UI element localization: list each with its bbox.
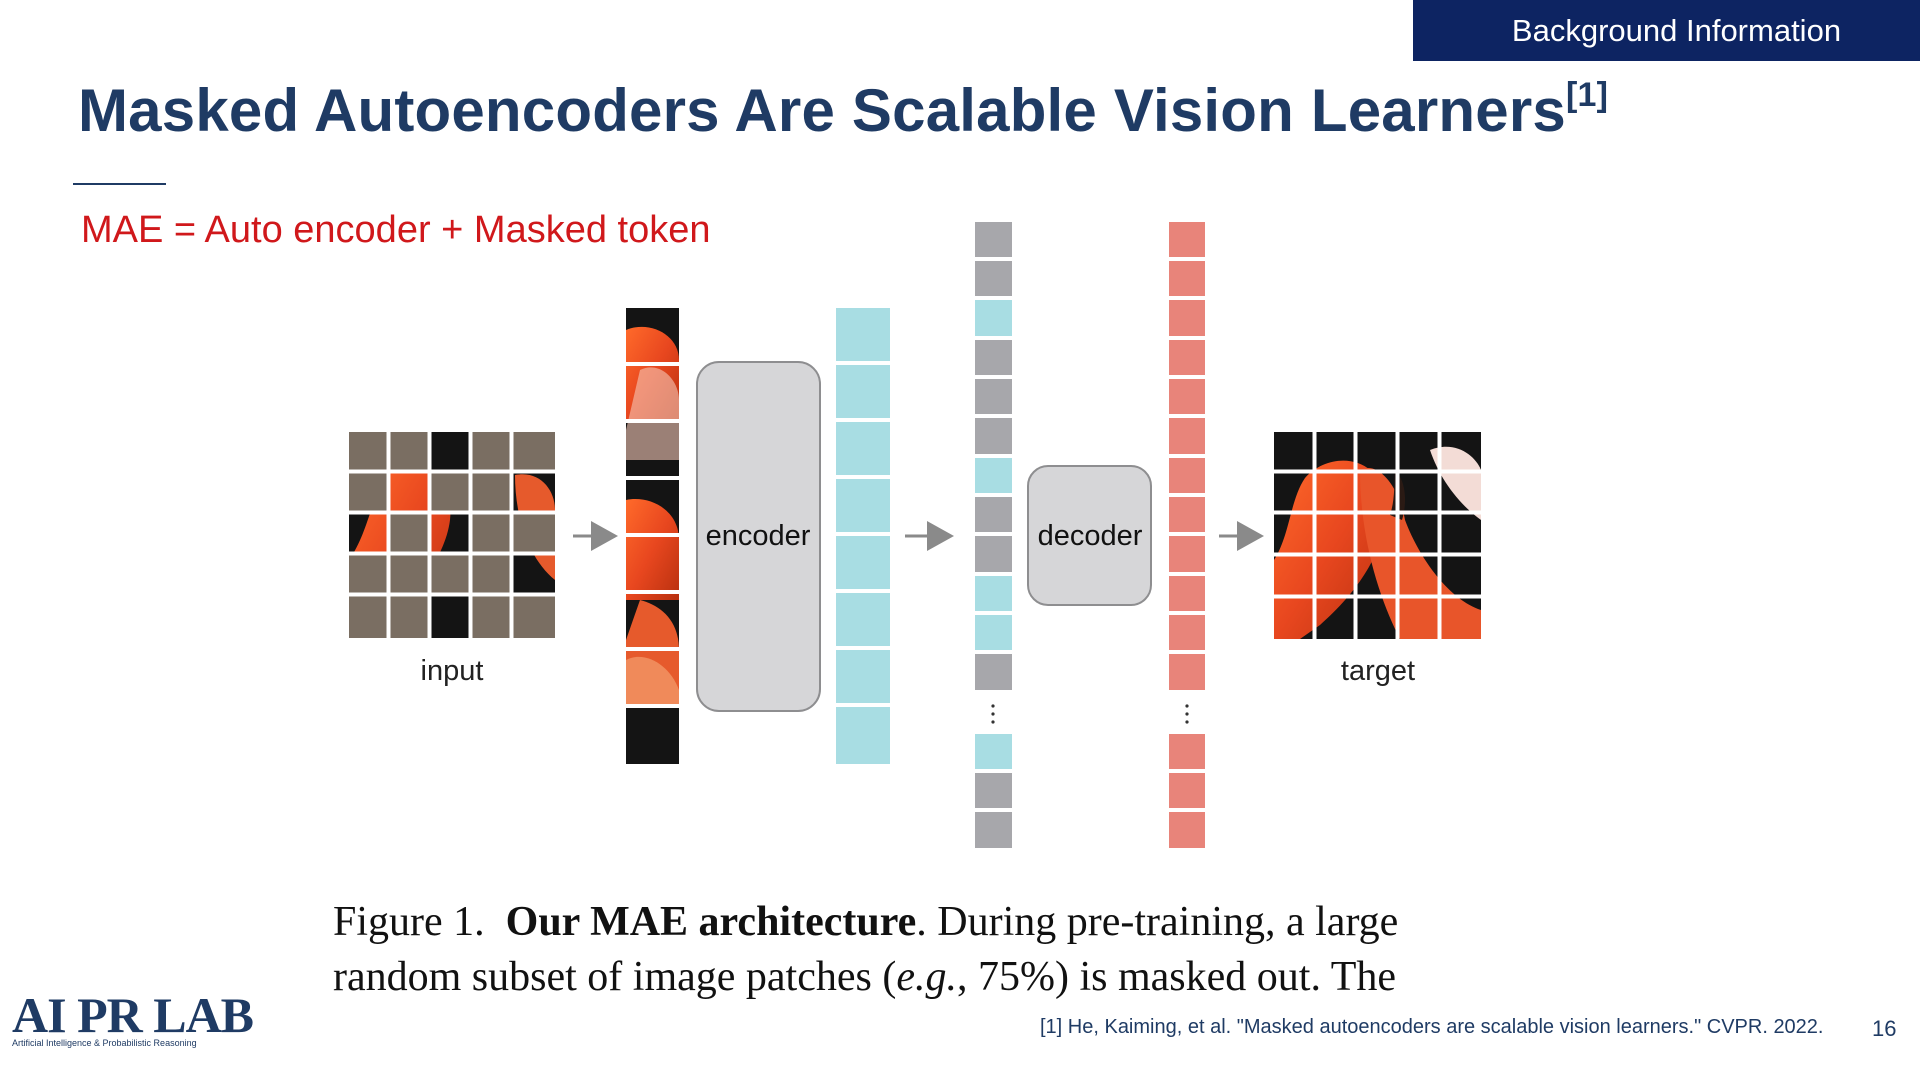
encoded-tokens: [836, 308, 890, 764]
decoder-block: [1027, 465, 1152, 606]
logo-subtext: Artificial Intelligence & Probabilistic …: [12, 1038, 197, 1048]
figure-caption: Figure 1. Our MAE architecture. During p…: [333, 895, 1498, 1005]
encoder-label: encoder: [706, 520, 811, 552]
caption-fig-label: Figure 1.: [333, 899, 485, 945]
visible-patches: [626, 308, 679, 764]
decoder-label: decoder: [1038, 520, 1143, 552]
slide-title: Masked Autoencoders Are Scalable Vision …: [78, 76, 1608, 145]
caption-line1-rest: . During pre-training, a large: [916, 899, 1399, 945]
encoder-block: [696, 361, 821, 712]
ellipsis-right: [1185, 704, 1189, 724]
input-image: [349, 432, 555, 638]
decoder-output-tokens: [1169, 222, 1205, 848]
caption-line-2: random subset of image patches (e.g., 75…: [333, 950, 1498, 1005]
full-token-set: [975, 222, 1012, 848]
title-underline: [73, 183, 166, 185]
caption-line2-start: random subset of image patches (: [333, 954, 897, 1000]
masked-patches: [349, 432, 555, 638]
caption-line2-italic: e.g.: [896, 954, 957, 1000]
title-citation: [1]: [1565, 76, 1609, 114]
ellipsis-left: [991, 704, 995, 724]
section-tag: Background Information: [1413, 0, 1920, 61]
logo-text: AI PR LAB: [12, 987, 254, 1043]
citation-reference: [1] He, Kaiming, et al. "Masked autoenco…: [1040, 1016, 1824, 1038]
slide-subtitle: MAE = Auto encoder + Masked token: [81, 209, 711, 251]
caption-bold: Our MAE architecture: [505, 899, 917, 945]
target-image: [1274, 432, 1481, 639]
target-label: target: [1341, 655, 1415, 687]
lab-logo: AI PR LAB Artificial Intelligence & Prob…: [12, 987, 254, 1050]
caption-line2-end: , 75%) is masked out. The: [957, 954, 1396, 1000]
title-text: Masked Autoencoders Are Scalable Vision …: [78, 77, 1566, 144]
page-number: 16: [1872, 1016, 1897, 1041]
caption-line-1: Figure 1. Our MAE architecture. During p…: [333, 895, 1498, 950]
input-label: input: [421, 655, 484, 687]
